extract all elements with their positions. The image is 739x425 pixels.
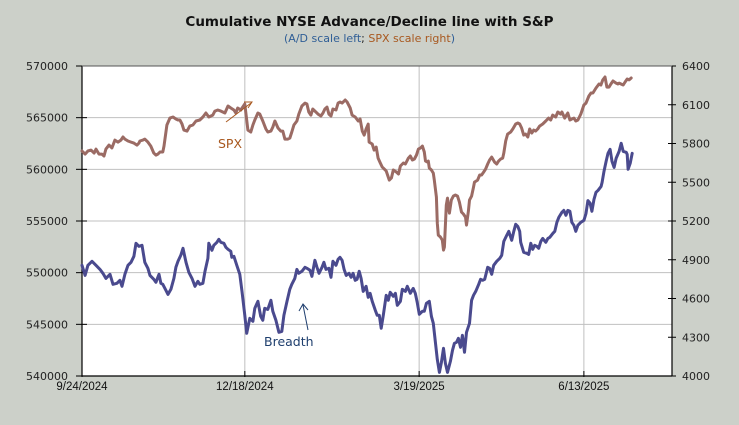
series-line-spx (80, 75, 633, 252)
right-tick-label: 5200 (682, 215, 710, 228)
left-tick-label: 540000 (26, 370, 68, 383)
axes: 540000 545000 550000 555000 560000 565000 5700… (26, 60, 710, 393)
subtitle-separator: ; (361, 32, 369, 45)
subtitle-close-paren: ) (450, 32, 455, 45)
subtitle-right-scale: SPX scale right (368, 32, 451, 45)
right-tick-label: 4900 (682, 254, 710, 267)
spx-annotation-label: SPX (218, 136, 242, 151)
breadth-annotation-label: Breadth (264, 334, 314, 349)
right-tick-label: 4300 (682, 331, 710, 344)
right-tick-label: 6400 (682, 60, 710, 73)
spx-arrow-head-icon (244, 101, 253, 109)
series-lines (80, 75, 634, 374)
subtitle-open-paren: ( (284, 32, 289, 45)
x-tick-label: 3/19/2025 (394, 381, 445, 393)
left-tick-label: 570000 (26, 60, 68, 73)
left-tick-label: 555000 (26, 215, 68, 228)
chart-title: Cumulative NYSE Advance/Decline line wit… (185, 14, 554, 30)
annotations: SPX Breadth (218, 101, 314, 349)
x-tick-label: 9/24/2024 (56, 381, 108, 393)
left-tick-label: 545000 (26, 318, 68, 331)
right-tick-label: 5800 (682, 138, 710, 151)
right-tick-label: 5500 (682, 176, 710, 189)
series-line-breadth (80, 141, 634, 374)
left-tick-label: 565000 (26, 112, 68, 125)
right-tick-label: 4000 (682, 370, 710, 383)
subtitle-left-scale: A/D scale left (288, 32, 362, 45)
x-tick-label: 6/13/2025 (558, 381, 609, 393)
right-tick-label: 6100 (682, 99, 710, 112)
x-tick-label: 12/18/2024 (216, 381, 274, 393)
left-tick-label: 550000 (26, 267, 68, 280)
spx-arrow-shaft (225, 102, 252, 123)
left-tick-label: 560000 (26, 163, 68, 176)
breadth-arrow-head-icon (298, 303, 309, 312)
chart-subtitle: (A/D scale left; SPX scale right) (0, 32, 739, 45)
right-tick-label: 4600 (682, 293, 710, 306)
breadth-arrow-shaft (302, 304, 309, 331)
